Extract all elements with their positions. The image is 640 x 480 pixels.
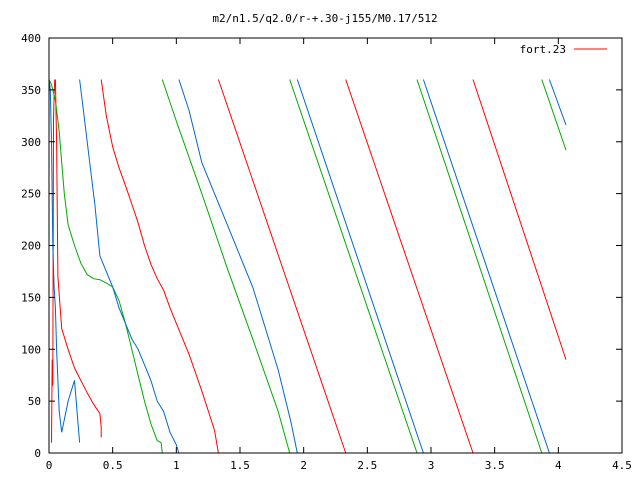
x-tick-label: 2 bbox=[300, 459, 307, 472]
series-0-segment-3 bbox=[217, 79, 347, 454]
x-tick-label: 0.5 bbox=[103, 459, 123, 472]
x-tick-label: 0 bbox=[46, 459, 53, 472]
series-2-segment-1 bbox=[79, 79, 180, 454]
series-0-segment-5 bbox=[472, 79, 567, 360]
x-tick-label: 1 bbox=[173, 459, 180, 472]
series-2-segment-5 bbox=[548, 79, 567, 126]
y-tick-label: 300 bbox=[21, 136, 41, 149]
x-tick-label: 2.5 bbox=[357, 459, 377, 472]
series-1-segment-1 bbox=[161, 79, 291, 454]
axes-layer: 0 0.5 1 1.5 2 2.5 3 3.5 4 4.5 0 50 100 150 200 250 300 35… bbox=[21, 32, 632, 472]
series-2-segment-2 bbox=[178, 79, 298, 454]
series-layer bbox=[48, 79, 567, 454]
y-tick-label: 100 bbox=[21, 343, 41, 356]
y-tick-label: 400 bbox=[21, 32, 41, 45]
y-tick-label: 350 bbox=[21, 84, 41, 97]
y-tick-label: 50 bbox=[28, 395, 41, 408]
series-2-segment-3 bbox=[296, 79, 424, 454]
x-tick-label: 1.5 bbox=[230, 459, 250, 472]
x-tick-label: 4.5 bbox=[612, 459, 632, 472]
x-tick-label: 4 bbox=[555, 459, 562, 472]
series-0-segment-1 bbox=[54, 79, 102, 438]
series-2-segment-0 bbox=[48, 79, 81, 443]
series-2-segment-4 bbox=[422, 79, 550, 454]
legend: fort.23 bbox=[520, 43, 607, 56]
series-0-segment-2 bbox=[100, 79, 219, 454]
y-tick-label: 0 bbox=[34, 447, 41, 460]
y-tick-label: 200 bbox=[21, 240, 41, 253]
plot-frame bbox=[48, 37, 623, 454]
legend-label: fort.23 bbox=[520, 43, 566, 56]
chart-title: m2/n1.5/q2.0/r-+.30-j155/M0.17/512 bbox=[212, 12, 437, 25]
series-1-segment-3 bbox=[416, 79, 543, 454]
series-1-segment-2 bbox=[289, 79, 418, 454]
series-1-segment-4 bbox=[541, 79, 567, 151]
series-1-segment-0 bbox=[48, 79, 163, 454]
x-tick-label: 3 bbox=[428, 459, 435, 472]
x-tick-label: 3.5 bbox=[485, 459, 505, 472]
series-0-segment-4 bbox=[345, 79, 474, 454]
y-tick-label: 150 bbox=[21, 291, 41, 304]
y-tick-label: 250 bbox=[21, 188, 41, 201]
